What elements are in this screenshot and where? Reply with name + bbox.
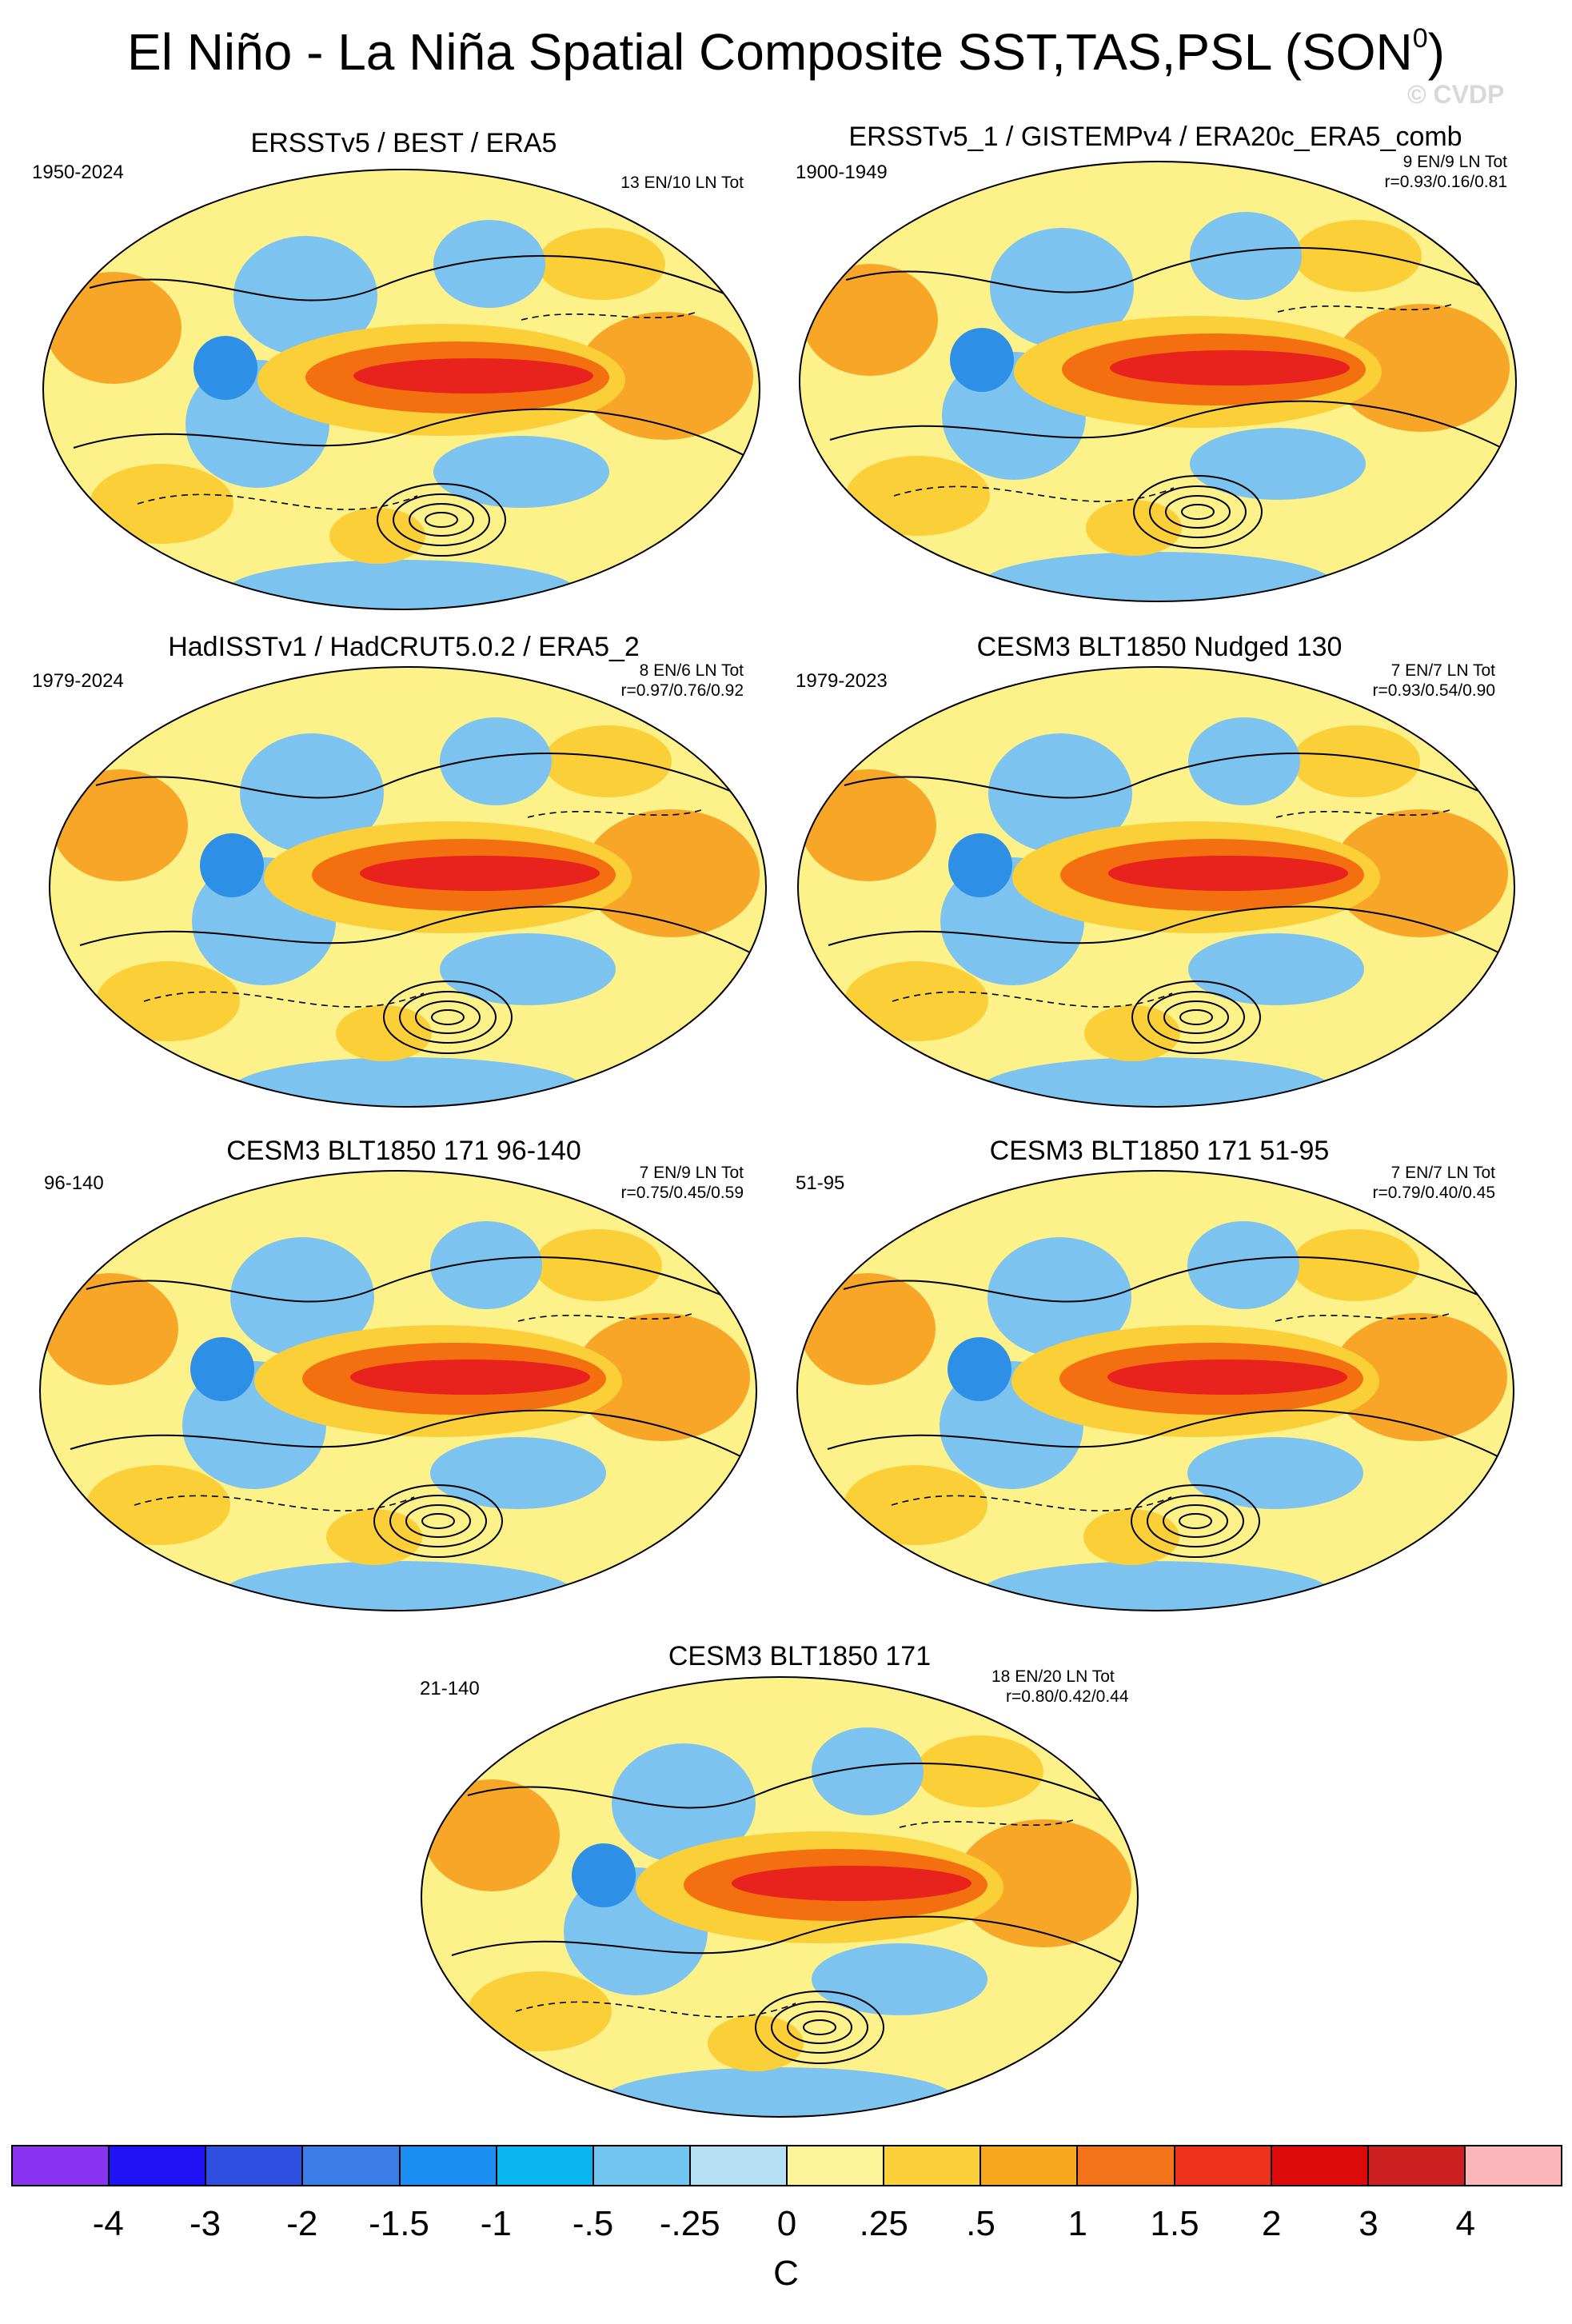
colorbar-tick-label: -1.5	[369, 2204, 429, 2243]
panel-1-title: ERSSTv5 / BEST / ERA5	[250, 128, 557, 158]
panel-6-title: CESM3 BLT1850 171 51-95	[989, 1136, 1330, 1166]
colorbar-tick-label: -2	[286, 2204, 318, 2243]
colorbar-swatch-6	[592, 2146, 689, 2185]
colorbar-swatch-0	[13, 2146, 109, 2185]
colorbar-swatch-2	[205, 2146, 302, 2185]
panel-7-stats: 18 EN/20 LN Tot r=0.80/0.42/0.44	[991, 1667, 1129, 1706]
panel-1-period: 1950-2024	[32, 162, 124, 183]
panel-2-period: 1900-1949	[796, 162, 888, 183]
panel-3-map	[48, 665, 768, 1109]
panel-7-map	[420, 1675, 1139, 2119]
colorbar-tick-label: .5	[966, 2204, 995, 2243]
colorbar-tick-label: -4	[92, 2204, 124, 2243]
colorbar-tick-label: .25	[859, 2204, 908, 2243]
colorbar-tick-label: 0	[776, 2204, 797, 2243]
colorbar-swatch-7	[688, 2146, 786, 2185]
panel-5-stats: 7 EN/9 LN Tot r=0.75/0.45/0.59	[620, 1164, 744, 1202]
colorbar-swatch-1	[108, 2146, 205, 2185]
colorbar-unit: C	[773, 2254, 799, 2293]
panel-1-map	[42, 168, 761, 612]
panel-6-period: 51-95	[796, 1172, 845, 1194]
colorbar-swatch-13	[1270, 2146, 1367, 2185]
panel-3-stats: 8 EN/6 LN Tot r=0.97/0.76/0.92	[620, 661, 744, 700]
panel-7-period: 21-140	[420, 1678, 480, 1699]
panel-3-period: 1979-2024	[32, 670, 124, 692]
colorbar-tick-label: 2	[1262, 2204, 1282, 2243]
colorbar-swatch-11	[1076, 2146, 1174, 2185]
colorbar-tick-label: 4	[1455, 2204, 1475, 2243]
colorbar-tick-label: -1	[480, 2204, 512, 2243]
colorbar-swatch-4	[398, 2146, 496, 2185]
colorbar-tick-label: -.25	[659, 2204, 720, 2243]
watermark: © CVDP	[1407, 80, 1505, 109]
panel-5-title: CESM3 BLT1850 171 96-140	[226, 1136, 581, 1166]
colorbar-swatch-12	[1173, 2146, 1271, 2185]
panel-3-title: HadISSTv1 / HadCRUT5.0.2 / ERA5_2	[168, 632, 640, 662]
colorbar	[11, 2145, 1562, 2186]
panel-1-stats: 13 EN/10 LN Tot	[620, 174, 744, 192]
colorbar-swatch-15	[1463, 2146, 1561, 2185]
colorbar-swatch-5	[495, 2146, 592, 2185]
panel-6-map	[796, 1169, 1515, 1613]
panel-4-map	[796, 665, 1516, 1109]
panel-5-period: 96-140	[44, 1172, 104, 1194]
main-title: El Niño - La Niña Spatial Composite SST,…	[127, 23, 1445, 81]
panel-4-title: CESM3 BLT1850 Nudged 130	[976, 632, 1343, 662]
panel-2-stats: 9 EN/9 LN Tot r=0.93/0.16/0.81	[1384, 153, 1507, 191]
colorbar-swatch-3	[301, 2146, 399, 2185]
colorbar-tick-label: 1	[1067, 2204, 1087, 2243]
colorbar-swatch-9	[883, 2146, 980, 2185]
panel-7-title: CESM3 BLT1850 171	[668, 1641, 932, 1671]
colorbar-tick-label: -3	[189, 2204, 221, 2243]
colorbar-tick-label: -.5	[572, 2204, 614, 2243]
colorbar-swatch-10	[980, 2146, 1077, 2185]
colorbar-tick-label: 3	[1359, 2204, 1378, 2243]
panel-2-title: ERSSTv5_1 / GISTEMPv4 / ERA20c_ERA5_comb	[848, 122, 1462, 152]
panel-6-stats: 7 EN/7 LN Tot r=0.79/0.40/0.45	[1372, 1164, 1495, 1202]
colorbar-swatch-8	[786, 2146, 884, 2185]
panel-2-map	[798, 160, 1518, 604]
panel-5-map	[38, 1169, 758, 1613]
colorbar-swatch-14	[1367, 2146, 1464, 2185]
panel-4-stats: 7 EN/7 LN Tot r=0.93/0.54/0.90	[1372, 661, 1495, 700]
panel-4-period: 1979-2023	[796, 670, 888, 692]
colorbar-tick-label: 1.5	[1150, 2204, 1199, 2243]
